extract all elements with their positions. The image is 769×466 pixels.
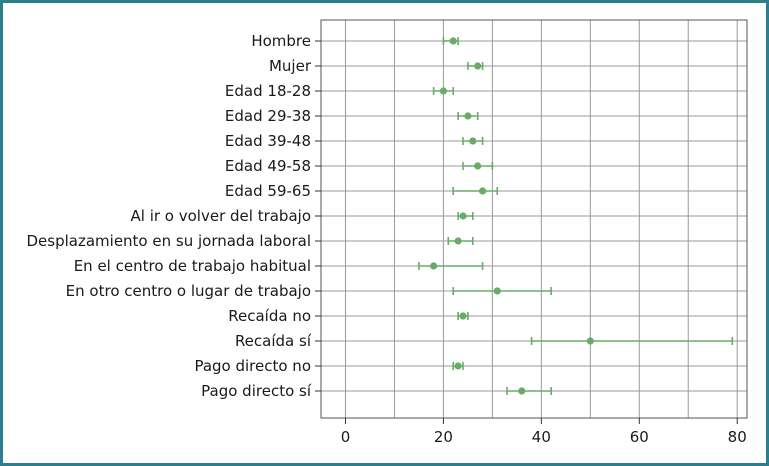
data-point — [459, 312, 467, 320]
data-point — [493, 287, 501, 295]
x-tick-label: 60 — [630, 428, 649, 446]
data-point — [469, 137, 477, 145]
data-point — [474, 62, 482, 70]
data-point — [439, 87, 448, 95]
data-point — [449, 37, 457, 45]
category-label: Hombre — [251, 32, 311, 50]
data-point — [474, 162, 482, 170]
data-point — [430, 262, 438, 270]
data-point — [464, 112, 472, 120]
category-label: Desplazamiento en su jornada laboral — [27, 232, 312, 250]
grid-lines — [321, 20, 747, 418]
plot-border — [320, 19, 748, 419]
category-label: Edad 29-38 — [225, 107, 311, 125]
x-tick-labels: 0 20 40 60 80 — [341, 428, 747, 446]
category-label: Al ir o volver del trabajo — [131, 207, 312, 225]
data-point — [454, 362, 462, 370]
x-tick-label: 20 — [434, 428, 453, 446]
category-label: Mujer — [269, 57, 312, 75]
x-tick-label: 40 — [532, 428, 551, 446]
category-label: Edad 49-58 — [225, 157, 311, 175]
category-label: Pago directo no — [194, 357, 311, 375]
category-labels: Hombre Mujer Edad 18-28 Edad 29-38 Edad 39-4… — [27, 32, 312, 400]
category-label: Edad 59-65 — [225, 182, 311, 200]
forest-plot: Hombre Mujer Edad 18-28 Edad 29-38 Edad 39-4… — [27, 19, 748, 446]
x-tick-label: 80 — [728, 428, 747, 446]
category-label: En otro centro o lugar de trabajo — [66, 282, 311, 300]
data-point — [454, 237, 462, 245]
x-tick-label: 0 — [341, 428, 351, 446]
category-label: Edad 18-28 — [225, 82, 311, 100]
category-label: Edad 39-48 — [225, 132, 311, 150]
category-label: En el centro de trabajo habitual — [74, 257, 311, 275]
data-point — [518, 387, 526, 395]
category-label: Recaída sí — [235, 332, 312, 350]
category-label: Pago directo sí — [201, 382, 312, 400]
data-point — [459, 212, 467, 220]
category-label: Recaída no — [228, 307, 311, 325]
data-point — [478, 187, 487, 195]
data-marks — [418, 37, 734, 395]
data-point — [586, 337, 594, 345]
axes — [315, 19, 748, 424]
